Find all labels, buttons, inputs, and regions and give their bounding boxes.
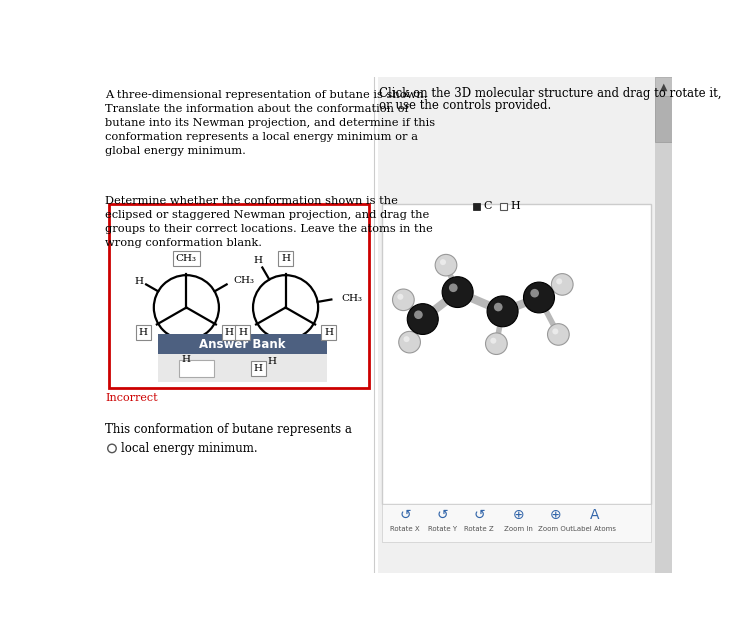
Circle shape: [494, 303, 503, 311]
Bar: [109, 204, 368, 388]
Bar: [655, 77, 672, 573]
Circle shape: [557, 278, 562, 285]
Bar: [378, 77, 669, 573]
Text: ⊕: ⊕: [550, 507, 561, 522]
Text: Rotate Z: Rotate Z: [465, 526, 495, 533]
Circle shape: [548, 324, 569, 345]
Text: Label Atoms: Label Atoms: [573, 526, 616, 533]
Circle shape: [407, 304, 438, 334]
Circle shape: [487, 296, 518, 327]
Text: ▲: ▲: [660, 82, 668, 91]
Text: A: A: [590, 507, 600, 522]
Bar: [382, 204, 651, 504]
Text: H: H: [182, 355, 191, 365]
Circle shape: [403, 336, 409, 342]
Bar: [655, 96, 672, 142]
Text: CH₃: CH₃: [176, 254, 197, 263]
Circle shape: [486, 333, 507, 354]
Bar: [473, 203, 480, 210]
Text: Determine whether the conformation shown is the
eclipsed or staggered Newman pro: Determine whether the conformation shown…: [105, 196, 433, 248]
Text: ↺: ↺: [399, 507, 411, 522]
Bar: [158, 334, 326, 354]
Text: Rotate Y: Rotate Y: [427, 526, 456, 533]
Text: A three-dimensional representation of butane is shown.
Translate the information: A three-dimensional representation of bu…: [105, 90, 435, 156]
Text: C: C: [483, 202, 492, 211]
Bar: [500, 203, 507, 210]
Circle shape: [414, 310, 423, 319]
Text: This conformation of butane represents a: This conformation of butane represents a: [105, 423, 352, 436]
Text: Click on the 3D molecular structure and drag to rotate it,: Click on the 3D molecular structure and …: [379, 86, 722, 100]
Text: H: H: [225, 328, 234, 337]
Bar: [655, 77, 672, 96]
Bar: [179, 360, 214, 377]
Text: or use the controls provided.: or use the controls provided.: [379, 99, 551, 112]
Circle shape: [552, 328, 558, 334]
Text: H: H: [324, 328, 333, 337]
Text: Incorrect: Incorrect: [105, 393, 158, 403]
Text: Zoom In: Zoom In: [503, 526, 533, 533]
Circle shape: [442, 277, 473, 308]
Text: H: H: [281, 254, 290, 263]
Text: H: H: [510, 202, 520, 211]
Circle shape: [397, 294, 403, 300]
Text: CH₃: CH₃: [341, 294, 362, 303]
Circle shape: [436, 254, 457, 276]
Text: local energy minimum.: local energy minimum.: [121, 442, 258, 455]
Text: H: H: [254, 364, 263, 373]
Circle shape: [399, 332, 421, 353]
Circle shape: [392, 289, 415, 310]
Bar: [158, 354, 326, 382]
Text: H: H: [253, 256, 262, 265]
Text: Zoom Out: Zoom Out: [538, 526, 573, 533]
Circle shape: [449, 283, 458, 292]
Text: H: H: [238, 328, 247, 337]
Circle shape: [440, 259, 446, 265]
Text: H: H: [134, 277, 143, 286]
Text: H: H: [139, 328, 148, 337]
Circle shape: [551, 274, 573, 295]
Text: ↺: ↺: [436, 507, 448, 522]
Text: ↺: ↺: [474, 507, 485, 522]
Bar: [382, 504, 651, 542]
Text: Rotate X: Rotate X: [390, 526, 420, 533]
Text: CH₃: CH₃: [234, 276, 255, 285]
Circle shape: [524, 282, 554, 313]
Circle shape: [490, 337, 496, 344]
Circle shape: [530, 289, 539, 298]
Text: H: H: [267, 357, 276, 366]
Text: ⊕: ⊕: [512, 507, 524, 522]
Text: Answer Bank: Answer Bank: [199, 338, 285, 351]
